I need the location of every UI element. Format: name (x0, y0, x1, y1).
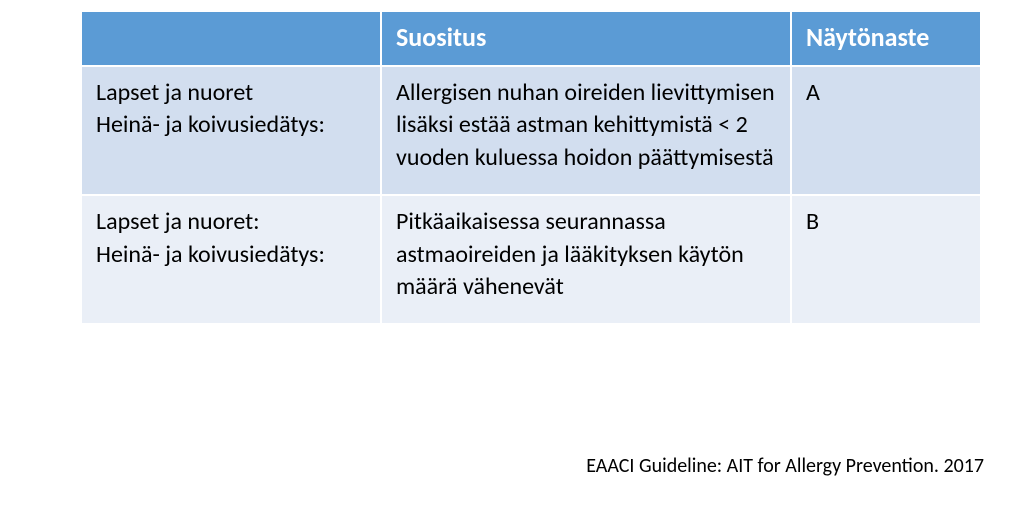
header-naytonaste: Näytönaste (791, 11, 981, 66)
table-row: Lapset ja nuoret: Heinä- ja koivusiedäty… (81, 195, 981, 324)
table-cell: B (791, 195, 981, 324)
table-header-row: Suositus Näytönaste (81, 11, 981, 66)
header-suositus: Suositus (381, 11, 791, 66)
evidence-table: Suositus Näytönaste Lapset ja nuoret Hei… (80, 10, 982, 325)
table-row: Lapset ja nuoret Heinä- ja koivusiedätys… (81, 66, 981, 195)
table-cell: Allergisen nuhan oireiden lievittymisen … (381, 66, 791, 195)
table-cell: Pitkäaikaisessa seurannassa astmaoireide… (381, 195, 791, 324)
table-cell: Lapset ja nuoret Heinä- ja koivusiedätys… (81, 66, 381, 195)
header-empty (81, 11, 381, 66)
table-cell: A (791, 66, 981, 195)
table-cell: Lapset ja nuoret: Heinä- ja koivusiedäty… (81, 195, 381, 324)
source-citation: EAACI Guideline: AIT for Allergy Prevent… (586, 454, 984, 478)
table-body: Lapset ja nuoret Heinä- ja koivusiedätys… (81, 66, 981, 324)
